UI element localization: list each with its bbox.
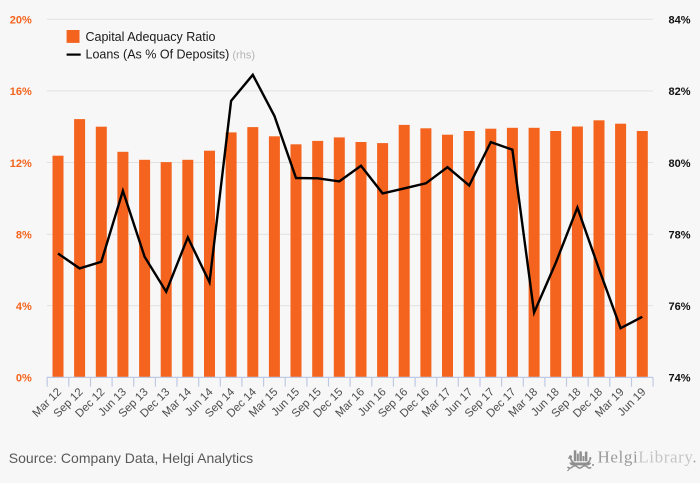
svg-text:74%: 74% xyxy=(669,373,691,385)
svg-text:0%: 0% xyxy=(16,373,32,385)
svg-text:8%: 8% xyxy=(16,230,32,242)
svg-text:12%: 12% xyxy=(10,158,32,170)
svg-text:82%: 82% xyxy=(669,86,691,98)
svg-text:80%: 80% xyxy=(669,158,691,170)
svg-text:84%: 84% xyxy=(669,15,691,27)
svg-text:16%: 16% xyxy=(10,86,32,98)
svg-text:Source: Company Data, Helgi An: Source: Company Data, Helgi Analytics xyxy=(9,450,253,466)
svg-text:76%: 76% xyxy=(669,301,691,313)
svg-text:Capital Adequacy Ratio: Capital Adequacy Ratio xyxy=(86,30,216,44)
svg-text:78%: 78% xyxy=(669,230,691,242)
svg-text:HelgiLibrary.: HelgiLibrary. xyxy=(598,448,698,467)
svg-text:20%: 20% xyxy=(10,15,32,27)
svg-text:Loans (As % Of Deposits) (rhs): Loans (As % Of Deposits) (rhs) xyxy=(86,48,255,62)
svg-text:4%: 4% xyxy=(16,301,32,313)
